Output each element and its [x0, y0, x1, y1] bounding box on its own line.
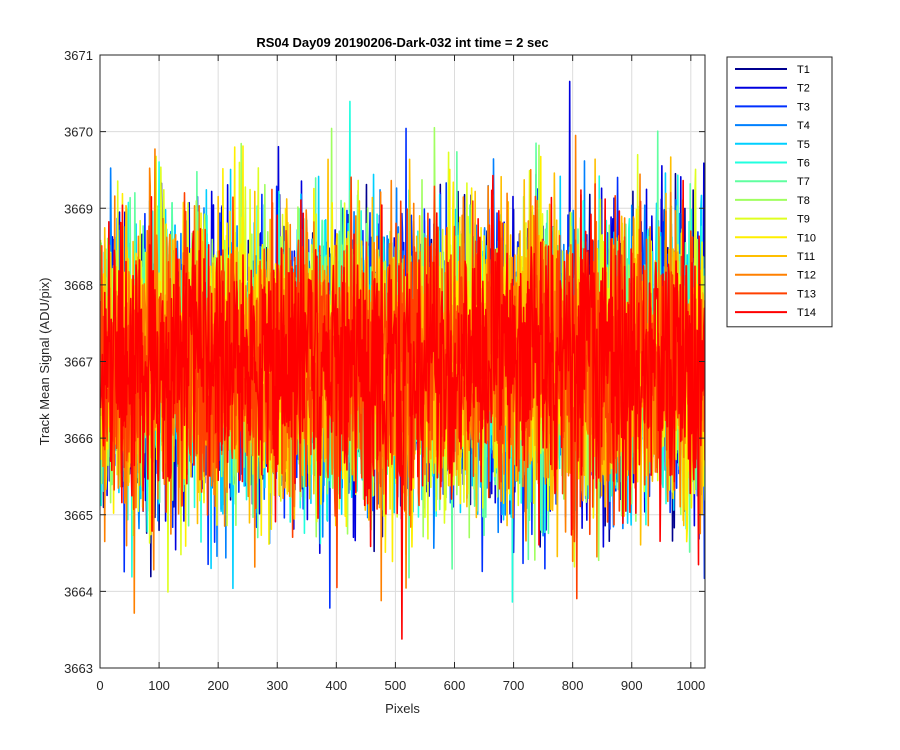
- legend-label-t4: T4: [797, 120, 810, 132]
- x-tick-label: 700: [503, 678, 525, 693]
- legend-label-t9: T9: [797, 214, 810, 226]
- legend-label-t14: T14: [797, 307, 816, 319]
- legend-label-t8: T8: [797, 195, 810, 207]
- y-axis-ticks: 3663 3664 3665 3666 3667 3668 3669 3670 3671: [64, 48, 705, 676]
- x-tick-label: 900: [621, 678, 643, 693]
- x-axis-label: Pixels: [385, 701, 420, 716]
- y-tick-label: 3667: [64, 355, 93, 370]
- x-tick-label: 300: [266, 678, 288, 693]
- x-tick-label: 100: [148, 678, 170, 693]
- legend-label-t1: T1: [797, 64, 810, 76]
- legend-box: [726, 56, 833, 328]
- x-tick-label: 1000: [676, 678, 705, 693]
- legend-label-t10: T10: [797, 232, 816, 244]
- x-tick-label: 0: [96, 678, 103, 693]
- legend-label-t11: T11: [797, 251, 815, 263]
- x-tick-label: 500: [385, 678, 407, 693]
- y-axis-label: Track Mean Signal (ADU/pix): [37, 278, 52, 446]
- y-tick-label: 3668: [64, 278, 93, 293]
- legend: T1 T2 T3 T4 T5 T6 T7 T8 T9 T10 T11 T12 T13 T14: [726, 56, 833, 328]
- legend-label-t12: T12: [797, 270, 816, 282]
- legend-label-t3: T3: [797, 101, 810, 113]
- y-tick-label: 3664: [64, 584, 93, 599]
- series-lines: [100, 80, 705, 640]
- y-tick-label: 3666: [64, 431, 93, 446]
- y-tick-label: 3670: [64, 125, 93, 140]
- y-tick-label: 3663: [64, 661, 93, 676]
- x-tick-label: 400: [325, 678, 347, 693]
- x-axis-ticks: 0 100 200 300 400 500 600 700 800 900 1000: [96, 55, 705, 693]
- legend-label-t2: T2: [797, 83, 810, 95]
- legend-label-t5: T5: [797, 139, 810, 151]
- chart-title: RS04 Day09 20190206-Dark-032 int time = …: [256, 35, 548, 50]
- legend-label-t7: T7: [797, 176, 810, 188]
- series-line-t14: [100, 174, 705, 640]
- x-tick-label: 800: [562, 678, 584, 693]
- x-tick-label: 200: [207, 678, 229, 693]
- y-tick-label: 3669: [64, 201, 93, 216]
- y-tick-label: 3671: [64, 48, 93, 63]
- legend-label-t13: T13: [797, 288, 816, 300]
- legend-label-t6: T6: [797, 158, 810, 170]
- x-tick-label: 600: [444, 678, 466, 693]
- y-tick-label: 3665: [64, 508, 93, 523]
